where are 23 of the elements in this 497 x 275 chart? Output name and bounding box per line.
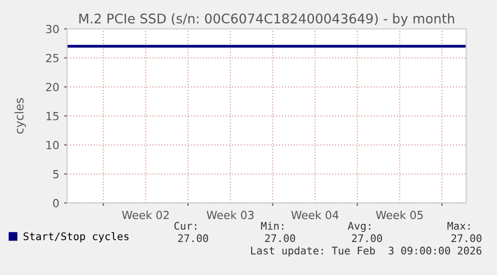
x-tick-label: Week 02 (122, 210, 169, 220)
x-tick-label: Week 05 (376, 210, 423, 220)
text: Min: (261, 222, 284, 230)
text: Max: (448, 222, 470, 230)
text: 27.00 (178, 234, 208, 242)
y-tick-label: 10 (46, 140, 59, 150)
text: 27.00 (265, 234, 296, 242)
x-tick-label: Week 04 (291, 210, 338, 220)
text: 27.00 (352, 234, 382, 242)
chart-title: M.2 PCIe SSD (s/n: 00C6074C182400043649) - by month (79, 13, 454, 26)
y-tick-label: 20 (46, 82, 59, 92)
text: Avg: (348, 222, 370, 232)
y-axis-title: cycles (14, 98, 26, 134)
y-tick-label: 30 (46, 24, 59, 34)
x-tick-label: Week 03 (206, 210, 254, 220)
legend-label: Start/Stop cycles (24, 232, 128, 242)
y-tick-label: 25 (46, 54, 58, 62)
y-tick-label: 5 (53, 170, 58, 178)
text: Cur: (174, 222, 196, 230)
text: 27.00 (452, 234, 482, 242)
y-tick-label: 0 (53, 198, 59, 208)
text: Last update: Tue Feb 3 09:00:00 2026 (251, 246, 482, 257)
y-tick-label: 15 (46, 112, 58, 120)
